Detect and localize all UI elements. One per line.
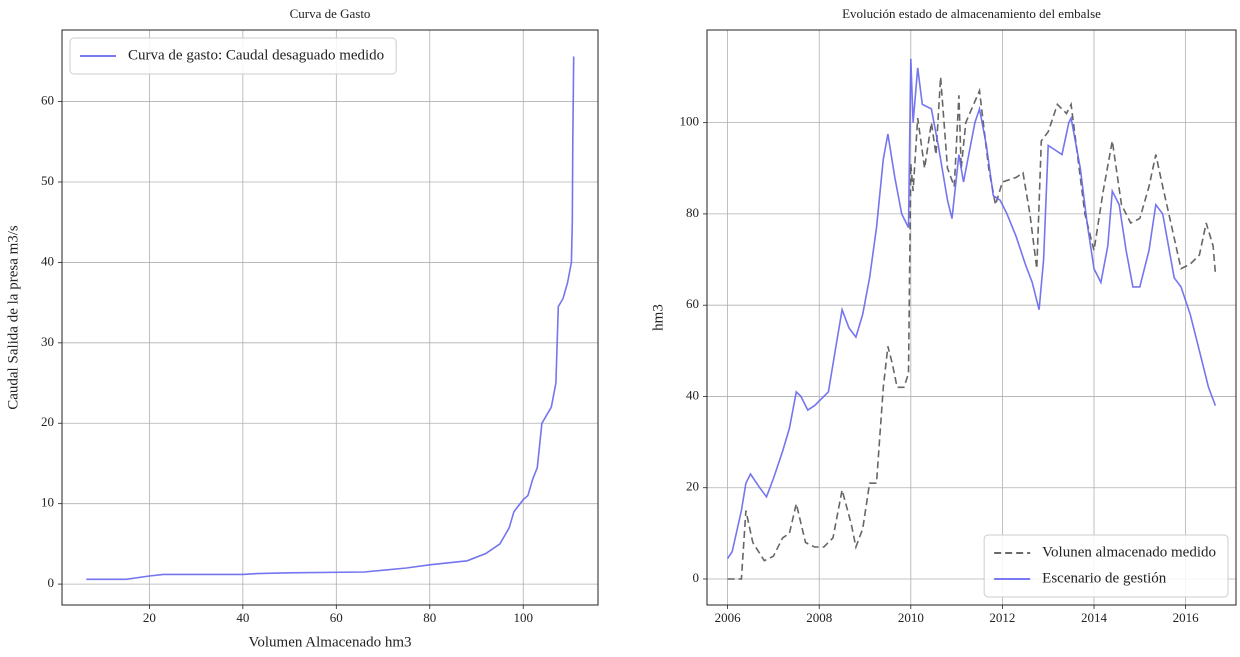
y-tick-label: 30 xyxy=(41,334,54,349)
x-tick-label: 20 xyxy=(143,610,156,625)
y-axis-label: Caudal Salida de la presa m3/s xyxy=(5,225,21,410)
data-line xyxy=(727,76,1217,580)
chart-title: Evolución estado de almacenamiento del e… xyxy=(842,6,1101,21)
data-line xyxy=(86,56,575,581)
y-tick-label: 60 xyxy=(41,93,54,108)
y-tick-label: 100 xyxy=(680,114,700,129)
legend-box xyxy=(69,37,397,75)
chart: Evolución estado de almacenamiento del e… xyxy=(650,6,1237,625)
y-axis-label: hm3 xyxy=(650,304,666,331)
y-tick-label: 60 xyxy=(686,296,699,311)
x-tick-label: 60 xyxy=(330,610,343,625)
y-tick-label: 0 xyxy=(693,570,700,585)
y-tick-label: 20 xyxy=(686,479,699,494)
y-tick-label: 40 xyxy=(41,253,54,268)
x-tick-label: 100 xyxy=(513,610,533,625)
legend: Curva de gasto: Caudal desaguado medido xyxy=(69,37,397,75)
plot-frame xyxy=(61,29,599,606)
plot-frame xyxy=(706,29,1237,606)
x-tick-label: 80 xyxy=(423,610,436,625)
chart-title: Curva de Gasto xyxy=(290,6,371,21)
legend-label: Escenario de gestión xyxy=(1042,570,1167,586)
x-tick-label: 40 xyxy=(236,610,249,625)
y-tick-label: 50 xyxy=(41,173,54,188)
x-tick-label: 2008 xyxy=(806,610,832,625)
x-tick-label: 2016 xyxy=(1173,610,1200,625)
legend: Volunen almacenado medido Escenario de ge… xyxy=(983,534,1229,598)
y-tick-label: 10 xyxy=(41,495,54,510)
y-tick-label: 20 xyxy=(41,414,54,429)
x-tick-label: 2006 xyxy=(715,610,742,625)
legend-label: Curva de gasto: Caudal desaguado medido xyxy=(128,47,384,63)
y-tick-label: 80 xyxy=(686,205,699,220)
x-tick-label: 2014 xyxy=(1081,610,1108,625)
y-tick-label: 0 xyxy=(48,575,55,590)
legend-label: Volunen almacenado medido xyxy=(1042,544,1216,560)
chart: Curva de Gasto Volumen Almacenado hm3 Caud… xyxy=(5,6,599,650)
legend-box xyxy=(983,534,1229,598)
x-tick-label: 2010 xyxy=(898,610,924,625)
x-axis-label: Volumen Almacenado hm3 xyxy=(248,634,411,650)
data-line xyxy=(726,58,1217,559)
y-tick-label: 40 xyxy=(686,387,699,402)
x-tick-label: 2012 xyxy=(989,610,1015,625)
